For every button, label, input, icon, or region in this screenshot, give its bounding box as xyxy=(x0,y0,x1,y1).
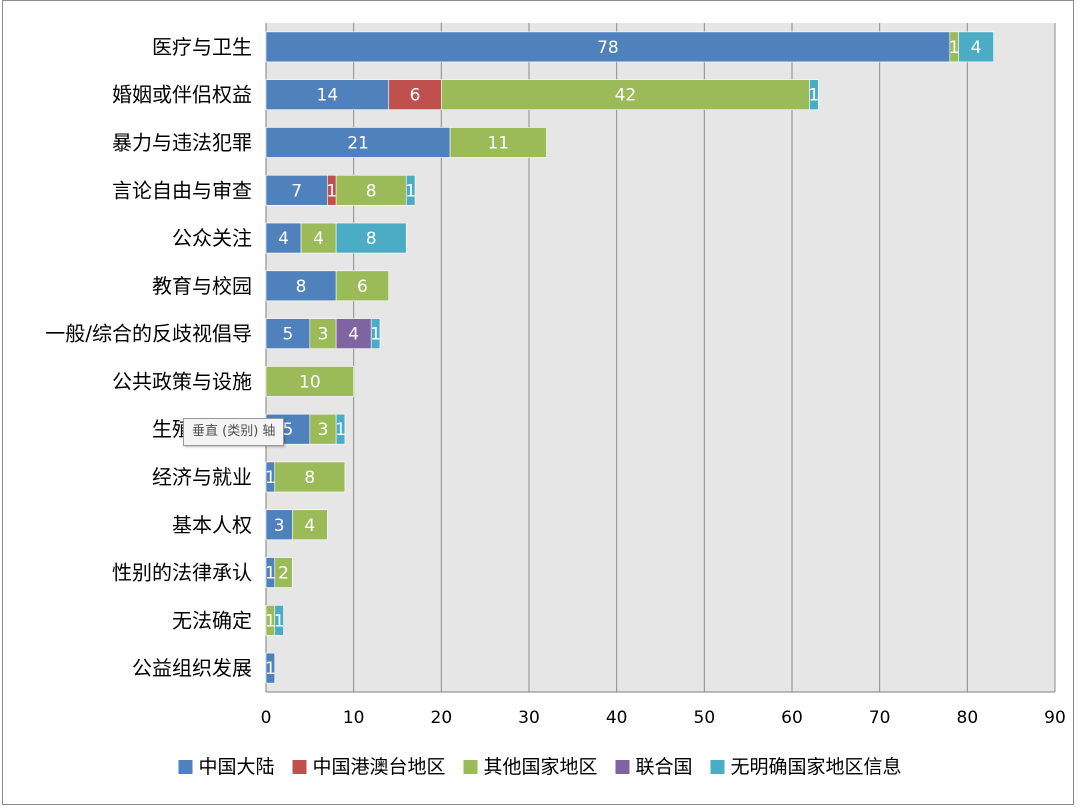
data-label: 5 xyxy=(283,325,294,345)
x-tick-label: 60 xyxy=(781,708,803,728)
bar-segment xyxy=(335,174,407,206)
category-label: 性别的法律承认 xyxy=(112,561,252,585)
data-label: 3 xyxy=(318,325,329,345)
x-tick-label: 40 xyxy=(606,708,628,728)
bar-segment xyxy=(265,127,451,158)
data-label: 1 xyxy=(326,181,337,201)
data-label: 11 xyxy=(487,133,509,153)
data-label: 4 xyxy=(348,325,359,345)
data-label: 8 xyxy=(366,181,377,201)
bar-segment xyxy=(265,174,328,206)
bar-segment xyxy=(265,79,390,110)
x-tick-label: 80 xyxy=(957,708,979,728)
data-label: 1 xyxy=(949,38,960,58)
category-label: 婚姻或伴侣权益 xyxy=(112,83,252,107)
data-label: 5 xyxy=(283,420,294,440)
bar-segment xyxy=(265,31,951,63)
bar-segment xyxy=(265,318,311,349)
data-label: 8 xyxy=(296,277,307,297)
data-label: 6 xyxy=(357,277,368,297)
bar-segment xyxy=(274,461,346,493)
data-label: 1 xyxy=(405,181,416,201)
x-tick-label: 0 xyxy=(261,708,272,728)
data-label: 21 xyxy=(347,133,369,153)
bar-segment xyxy=(265,509,293,541)
category-label: 无法确定 xyxy=(172,608,252,632)
data-label: 1 xyxy=(335,420,346,440)
legend-swatch xyxy=(615,760,630,774)
x-tick-label: 30 xyxy=(518,708,540,728)
legend-swatch xyxy=(710,760,725,774)
data-label: 1 xyxy=(265,468,276,488)
data-label: 1 xyxy=(370,325,381,345)
bar-segment xyxy=(265,366,354,397)
x-tick-label: 90 xyxy=(1044,708,1066,728)
category-label: 公共政策与设施 xyxy=(112,369,252,393)
bar-segment xyxy=(809,79,819,110)
data-label: 14 xyxy=(317,86,339,106)
data-label: 4 xyxy=(304,516,315,536)
data-label: 4 xyxy=(313,229,324,249)
bar-segment xyxy=(265,222,302,254)
data-label: 3 xyxy=(318,420,329,440)
bar-segment xyxy=(405,174,416,206)
data-label: 8 xyxy=(304,468,315,488)
data-label: 78 xyxy=(597,38,619,58)
bar-segment xyxy=(335,222,407,254)
bar-segment xyxy=(335,413,346,445)
legend-label: 中国港澳台地区 xyxy=(313,756,446,778)
data-label: 1 xyxy=(809,86,820,106)
category-label: 公益组织发展 xyxy=(132,656,252,680)
legend-label: 其他国家地区 xyxy=(484,756,598,778)
data-label: 6 xyxy=(410,86,421,106)
data-label: 1 xyxy=(274,611,285,631)
data-label: 42 xyxy=(615,86,637,106)
data-label: 4 xyxy=(971,38,982,58)
x-tick-label: 10 xyxy=(343,708,365,728)
bar-segment xyxy=(265,652,276,684)
legend-swatch xyxy=(463,760,478,774)
bar-segment xyxy=(265,270,337,302)
data-label: 1 xyxy=(265,564,276,584)
category-label: 医疗与卫生 xyxy=(152,35,252,59)
x-tick-label: 70 xyxy=(869,708,891,728)
plot-area xyxy=(266,23,1055,692)
category-label: 公众关注 xyxy=(172,226,252,250)
bar-segment xyxy=(274,605,284,636)
data-label: 4 xyxy=(278,229,289,249)
data-label: 1 xyxy=(265,611,276,631)
legend-swatch xyxy=(178,760,193,774)
category-label: 基本人权 xyxy=(172,513,252,537)
category-label: 教育与校园 xyxy=(152,274,252,298)
data-label: 8 xyxy=(366,229,377,249)
x-tick-label: 50 xyxy=(694,708,716,728)
data-label: 10 xyxy=(299,372,321,392)
data-label: 1 xyxy=(265,659,276,679)
data-label: 3 xyxy=(274,516,285,536)
category-label: 暴力与违法犯罪 xyxy=(112,130,252,154)
category-label: 言论自由与审查 xyxy=(112,178,252,202)
data-label: 7 xyxy=(291,181,302,201)
bar-segment xyxy=(370,318,381,349)
bar-segment xyxy=(274,557,293,588)
bar-segment xyxy=(291,509,328,541)
legend-label: 中国大陆 xyxy=(199,756,275,778)
bar-segment xyxy=(309,413,337,445)
data-label: 2 xyxy=(278,564,289,584)
category-label: 一般/综合的反歧视倡导 xyxy=(45,322,252,346)
legend-label: 无明确国家地区信息 xyxy=(731,756,902,778)
category-label: 经济与就业 xyxy=(152,465,252,489)
bar-segment xyxy=(958,31,994,63)
bar-segment xyxy=(309,318,337,349)
bar-segment xyxy=(335,270,390,302)
legend-swatch xyxy=(292,760,307,774)
axis-tooltip: 垂直 (类别) 轴 xyxy=(183,418,285,446)
x-tick-label: 20 xyxy=(431,708,453,728)
legend-label: 联合国 xyxy=(636,756,693,778)
bar-segment xyxy=(449,127,547,158)
